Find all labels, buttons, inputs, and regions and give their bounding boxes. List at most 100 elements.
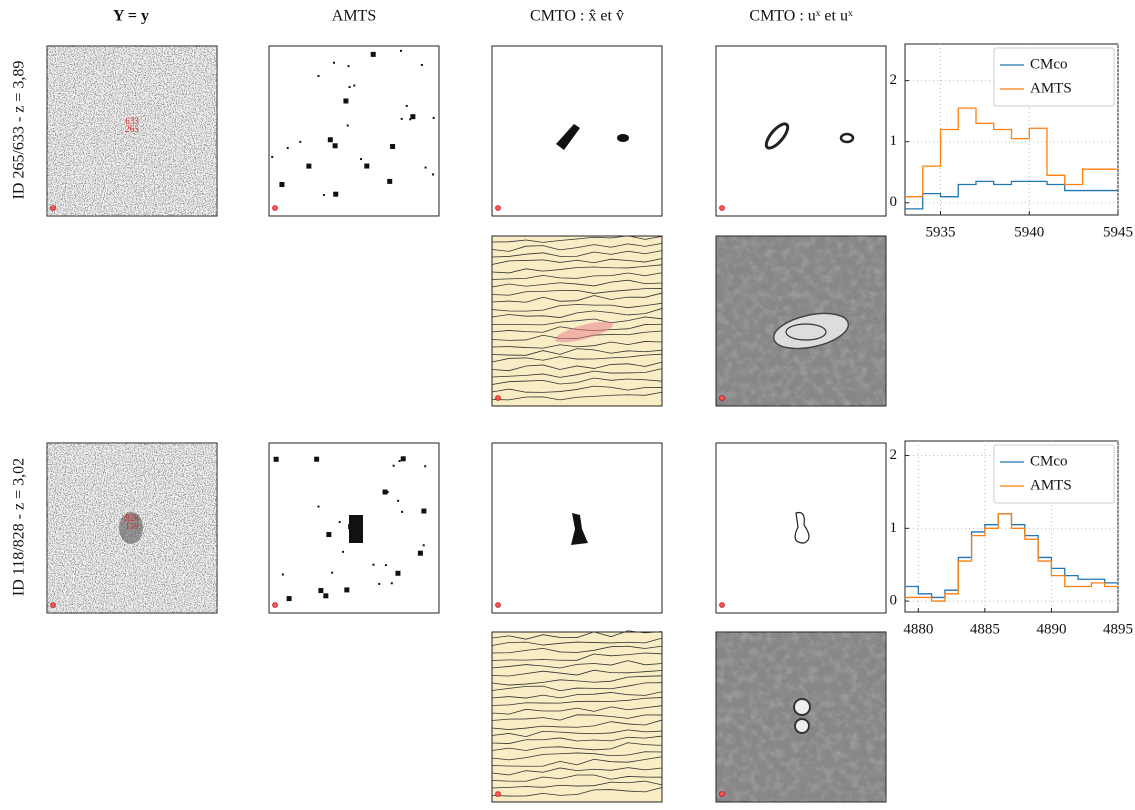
detection-pixel bbox=[332, 61, 335, 64]
step-line bbox=[905, 513, 1118, 602]
flow-line bbox=[491, 341, 663, 349]
flow-line bbox=[491, 751, 663, 761]
flow-line bbox=[491, 264, 663, 274]
detection-pixel bbox=[286, 146, 289, 149]
flow-line bbox=[491, 250, 663, 258]
detection-pixel bbox=[382, 489, 388, 495]
marker-dot bbox=[719, 602, 725, 608]
object-glow bbox=[793, 698, 811, 716]
detection-pixel bbox=[386, 490, 389, 493]
marker-dot bbox=[272, 602, 278, 608]
object-glow bbox=[785, 323, 827, 341]
flow-line bbox=[491, 308, 663, 318]
flow-line bbox=[491, 377, 663, 385]
marker-dot bbox=[719, 395, 725, 401]
flow-line bbox=[491, 719, 663, 730]
detection-pixel bbox=[384, 564, 387, 567]
detection-pixel bbox=[306, 163, 312, 169]
flow-line bbox=[491, 774, 663, 782]
legend-label: CMco bbox=[1030, 453, 1068, 469]
detection-pixel bbox=[390, 582, 393, 585]
detection-pixel bbox=[390, 143, 396, 149]
detection-pixel bbox=[410, 114, 416, 120]
detection-pixel bbox=[409, 118, 412, 121]
flow-line bbox=[491, 682, 663, 692]
flow-line bbox=[491, 258, 663, 265]
detection-pixel bbox=[372, 563, 375, 566]
detection-pixel bbox=[387, 178, 393, 184]
flow-line bbox=[491, 353, 663, 363]
detection-pixel bbox=[432, 116, 435, 119]
flow-line bbox=[491, 272, 663, 280]
detection-pixel bbox=[360, 158, 363, 161]
detection-pixel bbox=[343, 98, 349, 104]
detection-pixel bbox=[326, 532, 332, 538]
legend-label: AMTS bbox=[1030, 80, 1072, 96]
detection-pixel bbox=[395, 570, 401, 576]
x-tick-label: 4895 bbox=[1103, 621, 1133, 637]
flow-line bbox=[491, 735, 663, 744]
flow-line bbox=[491, 391, 663, 401]
image-panel bbox=[715, 442, 887, 614]
y-tick-label: 0 bbox=[890, 593, 898, 609]
object-glow bbox=[794, 718, 810, 734]
column-header: AMTS bbox=[332, 8, 376, 25]
detection-pixel bbox=[400, 456, 406, 462]
marker-dot bbox=[50, 205, 56, 211]
flow-line bbox=[491, 385, 663, 393]
x-tick-label: 4880 bbox=[903, 621, 933, 637]
highlight bbox=[554, 321, 614, 343]
detection-pixel bbox=[317, 75, 320, 78]
detection-pixel bbox=[344, 587, 350, 593]
flow-line bbox=[491, 691, 663, 699]
detection-blob bbox=[349, 515, 363, 543]
object-contour bbox=[764, 122, 790, 150]
y-tick-label: 0 bbox=[890, 194, 898, 210]
image-panel bbox=[715, 45, 887, 217]
detection-pixel bbox=[432, 173, 435, 176]
detection-pixel bbox=[392, 464, 395, 467]
marker-dot bbox=[719, 791, 725, 797]
detection-pixel bbox=[405, 104, 408, 107]
detection-pixel bbox=[422, 544, 425, 547]
detection-pixel bbox=[370, 51, 376, 57]
detection-pixel bbox=[342, 550, 345, 553]
flow-line bbox=[491, 243, 663, 252]
flow-line bbox=[491, 652, 663, 661]
y-tick-label: 1 bbox=[890, 520, 898, 536]
detection-pixel bbox=[286, 596, 292, 602]
detection-pixel bbox=[400, 117, 403, 120]
y-tick-label: 1 bbox=[890, 133, 898, 149]
x-tick-label: 4890 bbox=[1036, 621, 1066, 637]
flow-line bbox=[491, 697, 663, 706]
y-tick-label: 2 bbox=[890, 447, 898, 463]
flow-line bbox=[491, 756, 663, 767]
detection-pixel bbox=[327, 137, 333, 143]
marker-dot bbox=[719, 205, 725, 211]
column-header: CMTO : x̂ et v̂ bbox=[530, 8, 624, 25]
flow-line bbox=[491, 675, 663, 686]
flow-line bbox=[491, 742, 663, 751]
source-label: 828 bbox=[125, 513, 139, 523]
detection-pixel bbox=[378, 582, 381, 585]
detection-pixel bbox=[317, 505, 320, 508]
detection-pixel bbox=[401, 510, 404, 513]
detection-pixel bbox=[332, 143, 338, 149]
row-label: ID 265/633 - z = 3,89 bbox=[11, 61, 28, 200]
legend-box bbox=[993, 47, 1115, 107]
flow-line bbox=[491, 714, 663, 721]
flow-line bbox=[491, 348, 663, 356]
flow-line bbox=[491, 288, 663, 296]
detection-pixel bbox=[348, 86, 351, 89]
image-panel bbox=[268, 45, 440, 217]
marker-dot bbox=[272, 205, 278, 211]
legend-box bbox=[993, 444, 1115, 504]
detection-pixel bbox=[398, 460, 401, 463]
detection-pixel bbox=[323, 593, 329, 599]
column-header: Y = y bbox=[113, 8, 149, 25]
flow-line bbox=[491, 660, 663, 669]
step-line bbox=[905, 107, 1118, 198]
detection-pixel bbox=[399, 49, 402, 52]
